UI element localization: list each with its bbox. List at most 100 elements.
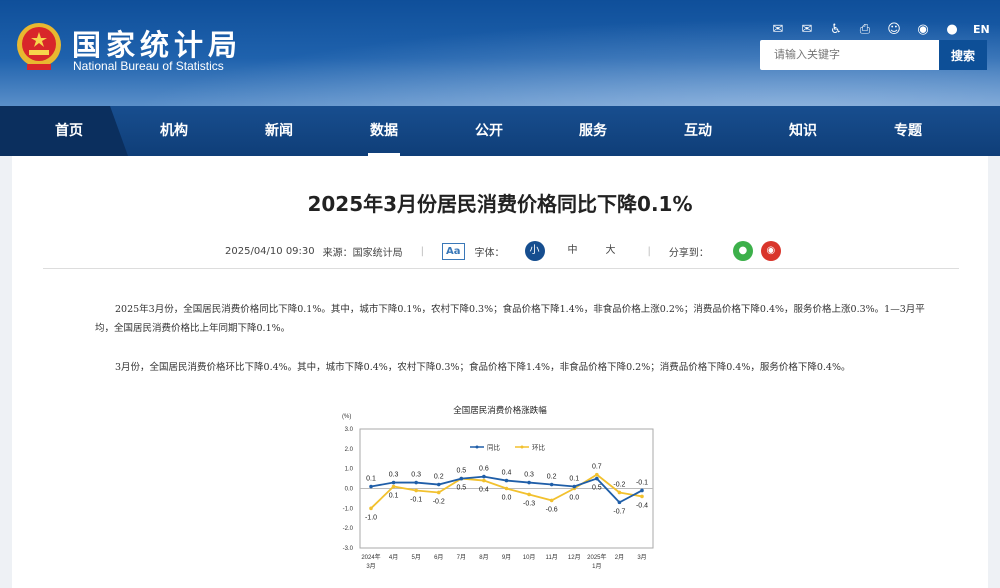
- data-point: [595, 472, 599, 477]
- data-point: [549, 482, 554, 487]
- data-label: -0.7: [613, 508, 625, 515]
- mail-icon[interactable]: ✉: [772, 22, 784, 37]
- data-point: [527, 492, 531, 497]
- data-point: [436, 482, 441, 487]
- english-link[interactable]: EN: [973, 23, 990, 36]
- chart-title: 全国居民消费价格涨跌幅: [453, 405, 547, 415]
- legend-marker: [520, 445, 524, 449]
- x-tick-label: 1月: [592, 563, 601, 570]
- x-tick-label: 3月: [366, 563, 375, 570]
- data-point: [527, 480, 531, 485]
- divider: [43, 268, 959, 269]
- data-point: [414, 480, 418, 485]
- site-header: 国家统计局 National Bureau of Statistics ✉ ✉ …: [0, 0, 1000, 106]
- data-label: 0.5: [456, 485, 466, 492]
- x-tick-label: 9月: [502, 554, 511, 561]
- data-label: 0.3: [524, 472, 534, 479]
- data-point: [504, 486, 509, 491]
- nav-institutions[interactable]: 机构: [160, 123, 188, 139]
- data-point: [549, 498, 554, 503]
- x-tick-label: 8月: [479, 554, 488, 561]
- data-label: -0.4: [636, 502, 648, 509]
- x-tick-label: 11月: [546, 554, 558, 561]
- data-label: 0.5: [456, 468, 466, 475]
- font-large-button[interactable]: 大: [605, 245, 616, 256]
- data-point: [572, 484, 577, 489]
- y-tick-label: 0.0: [345, 487, 354, 493]
- data-label: 0.2: [434, 474, 444, 481]
- data-label: 0.4: [502, 470, 512, 477]
- separator: |: [420, 245, 425, 257]
- data-label: 0.3: [389, 472, 399, 479]
- legend-label: 同比: [487, 443, 501, 452]
- search-button[interactable]: 搜索: [939, 40, 987, 70]
- data-point: [459, 476, 464, 481]
- data-label: 0.0: [502, 495, 512, 502]
- robot-icon[interactable]: ☺: [887, 22, 901, 37]
- font-medium-button[interactable]: 中: [567, 245, 578, 256]
- nav-knowledge[interactable]: 知识: [789, 123, 817, 139]
- data-point: [504, 478, 509, 483]
- data-label: 0.2: [547, 474, 557, 481]
- x-tick-label: 4月: [389, 554, 398, 561]
- font-label: 字体：: [474, 247, 505, 259]
- data-point: [640, 494, 644, 499]
- data-point: [482, 474, 486, 479]
- nav-news[interactable]: 新闻: [265, 123, 293, 139]
- data-label: -1.0: [365, 514, 377, 521]
- nav-home[interactable]: 首页: [55, 123, 83, 139]
- x-tick-label: 2025年: [587, 553, 606, 561]
- data-label: -0.1: [636, 479, 648, 486]
- font-small-button[interactable]: 小: [524, 241, 545, 261]
- wechat-icon[interactable]: ●: [946, 22, 958, 37]
- weibo-icon[interactable]: ◉: [917, 22, 929, 37]
- legend-marker: [475, 445, 479, 449]
- data-point: [617, 490, 622, 495]
- article-paragraph: 2025年3月份，全国居民消费价格同比下降0.1%。其中，城市下降0.1%，农村…: [95, 304, 925, 334]
- data-point: [369, 506, 373, 511]
- share-wechat-icon[interactable]: ●: [732, 241, 753, 261]
- legend-label: 环比: [532, 443, 546, 452]
- share-weibo-icon[interactable]: ◉: [760, 241, 781, 261]
- font-icon: Aa: [442, 242, 465, 260]
- data-label: 0.5: [592, 485, 602, 492]
- nav-services[interactable]: 服务: [579, 123, 607, 139]
- nav-disclosure[interactable]: 公开: [475, 123, 503, 139]
- data-label: -0.6: [546, 506, 558, 513]
- y-tick-label: -3.0: [343, 546, 354, 552]
- publish-date: 2025/04/10 09:30: [225, 245, 315, 257]
- data-label: 0.7: [592, 464, 602, 471]
- accessibility-icon[interactable]: ♿: [830, 22, 842, 37]
- nav-data[interactable]: 数据: [344, 106, 424, 156]
- data-label: 0.0: [569, 495, 579, 502]
- x-tick-label: 2024年: [361, 553, 380, 561]
- data-label: 0.6: [479, 466, 489, 473]
- x-tick-label: 5月: [411, 554, 420, 561]
- data-point: [369, 484, 373, 489]
- nav-topics[interactable]: 专题: [894, 123, 922, 139]
- cpi-line-chart: 全国居民消费价格涨跌幅 (%) 3.0 2.0 1.0 0.0 -1.0 -2.0 -3.0 20…: [342, 405, 654, 570]
- share-label: 分享到：: [668, 247, 709, 259]
- site-logo-text[interactable]: 国家统计局: [72, 28, 243, 62]
- y-axis-unit: (%): [342, 414, 351, 420]
- data-label: 0.4: [479, 487, 489, 494]
- article-source: 来源：国家统计局: [322, 247, 403, 259]
- x-tick-label: 3月: [637, 554, 646, 561]
- data-point: [391, 480, 396, 485]
- header-tools: ✉ ✉ ♿ ⎙ ☺ ◉ ● EN: [770, 22, 990, 37]
- y-tick-label: 3.0: [345, 427, 354, 433]
- print-icon[interactable]: ⎙: [859, 22, 871, 37]
- data-label: 0.1: [569, 476, 579, 483]
- data-label: -0.2: [613, 481, 625, 488]
- x-tick-label: 12月: [568, 554, 581, 561]
- search-input[interactable]: [760, 40, 939, 70]
- home-tab-background: [0, 106, 128, 156]
- mail-settings-icon[interactable]: ✉: [801, 22, 813, 37]
- y-tick-label: -2.0: [343, 526, 354, 532]
- x-tick-label: 10月: [523, 554, 536, 561]
- y-tick-label: 2.0: [345, 447, 354, 453]
- nav-interaction[interactable]: 互动: [684, 123, 712, 139]
- y-tick-label: 1.0: [345, 467, 354, 473]
- separator: |: [647, 245, 651, 257]
- data-label: -0.1: [410, 496, 422, 503]
